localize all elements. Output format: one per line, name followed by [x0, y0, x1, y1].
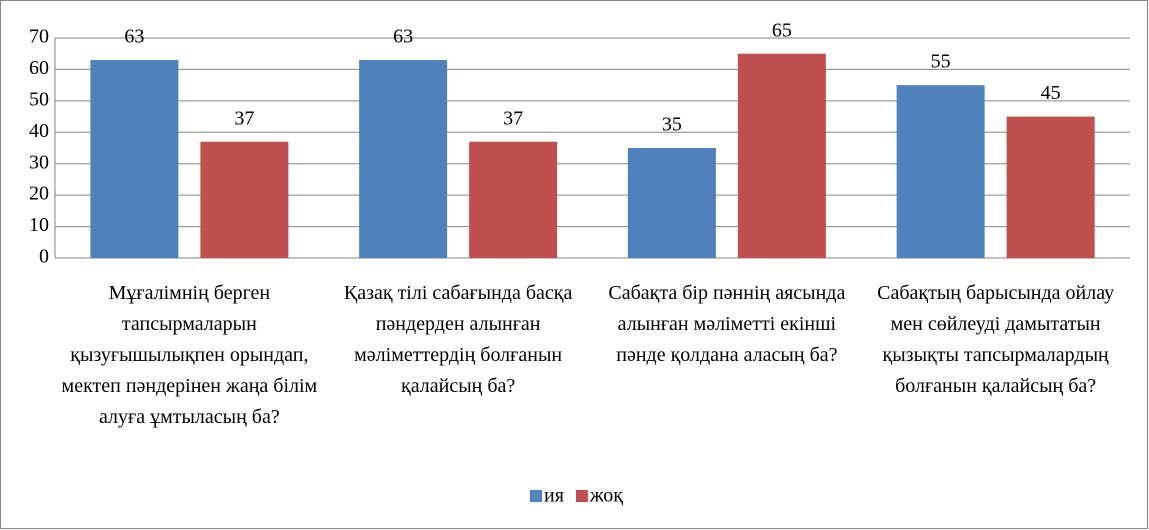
- bar: [200, 141, 289, 258]
- bar: [469, 141, 558, 258]
- bar: [737, 53, 826, 258]
- legend-label: ия: [544, 485, 564, 507]
- y-tick-label: 0: [39, 246, 49, 268]
- legend-label: жоқ: [589, 485, 623, 507]
- x-tick-label: Қазақ тілі сабағында басқа пәндерден алы…: [343, 282, 573, 397]
- bar: [627, 148, 716, 258]
- value-label: 35: [662, 114, 682, 136]
- y-tick-label: 10: [29, 214, 49, 236]
- legend-swatch: [575, 490, 588, 502]
- y-tick-label: 40: [29, 120, 49, 142]
- value-label: 63: [393, 26, 413, 48]
- y-tick-label: 50: [29, 88, 49, 110]
- value-label: 37: [234, 107, 254, 129]
- value-label: 45: [1041, 82, 1061, 104]
- x-tick-label: Мұғалімнің берген тапсырмаларын қызуғышы…: [61, 282, 318, 428]
- bar: [896, 85, 985, 259]
- x-tick-label: Сабақта бір пәннің аясында алынған мәлім…: [608, 282, 846, 366]
- legend-swatch: [530, 490, 542, 502]
- bar: [359, 60, 448, 258]
- y-tick-label: 30: [29, 151, 49, 173]
- y-tick-label: 20: [29, 183, 49, 205]
- value-label: 55: [931, 51, 951, 73]
- bar: [1006, 116, 1095, 258]
- value-label: 65: [772, 19, 792, 41]
- value-label: 37: [503, 107, 523, 129]
- y-tick-label: 70: [29, 26, 49, 48]
- x-tick-label: Сабақтың барысында ойлау мен сөйлеуді да…: [877, 282, 1115, 397]
- y-tick-label: 60: [29, 57, 49, 79]
- bar: [90, 60, 179, 258]
- value-label: 63: [124, 26, 144, 48]
